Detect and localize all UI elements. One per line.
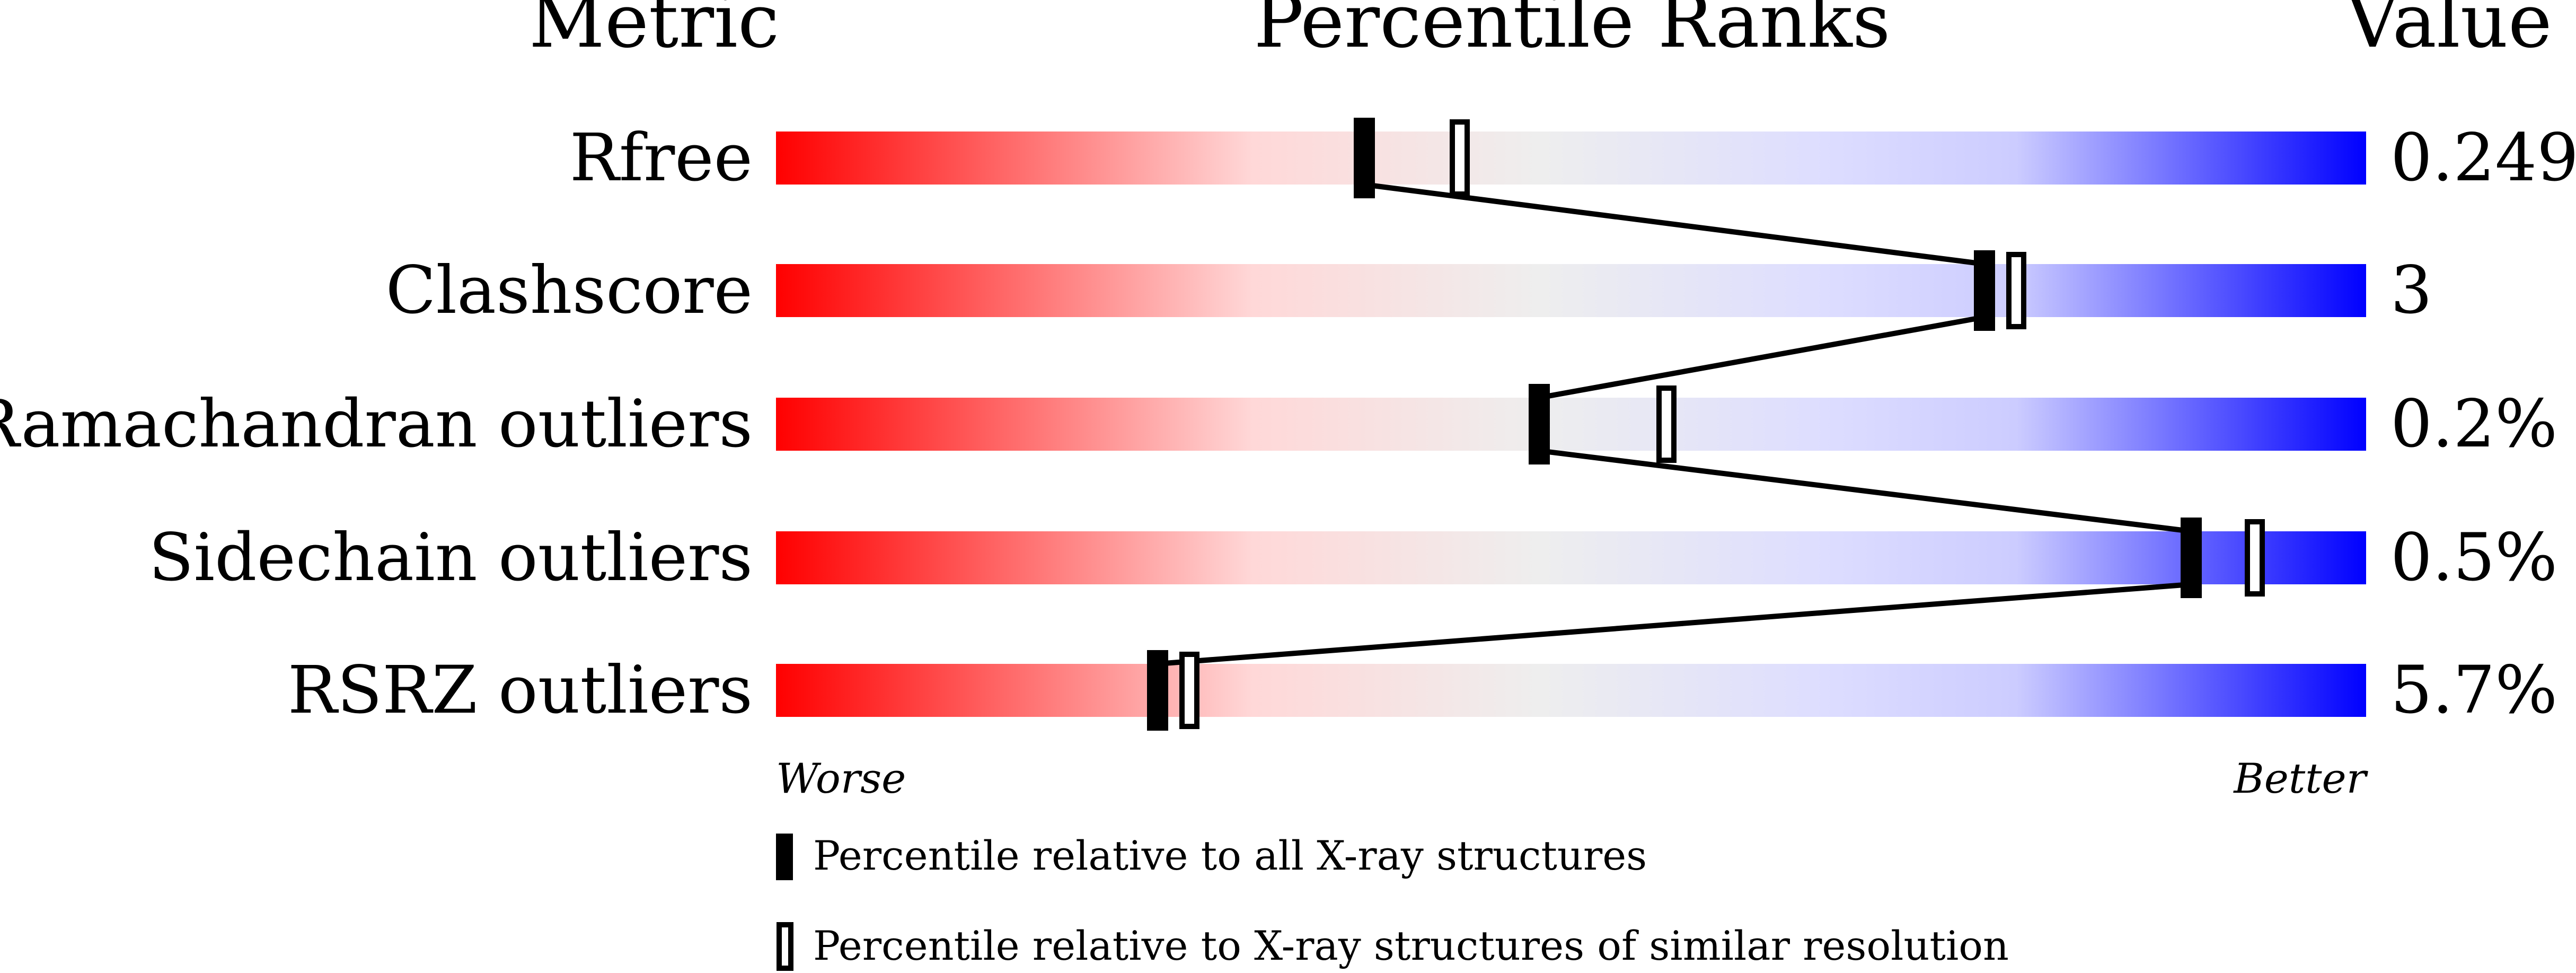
all-structures-marker	[2181, 518, 2202, 598]
connector-line	[1364, 182, 1985, 267]
legend-similar-label: Percentile relative to X-ray structures …	[813, 922, 2009, 969]
similar-resolution-marker	[1450, 119, 1470, 197]
all-structures-marker	[1529, 384, 1550, 464]
similar-resolution-marker	[1656, 385, 1677, 463]
axis-better-label: Better	[2233, 755, 2368, 803]
metric-value: 5.7%	[2390, 652, 2557, 729]
similar-resolution-marker	[2245, 519, 2265, 597]
all-structures-marker	[1147, 650, 1168, 731]
metric-label: Ramachandran outliers	[0, 386, 753, 462]
legend-filled-marker	[776, 834, 793, 880]
all-structures-marker	[1974, 250, 1995, 331]
metric-value: 3	[2390, 252, 2432, 329]
header-value: Value	[2344, 0, 2552, 65]
connector-line	[1539, 314, 1985, 400]
metric-label: RSRZ outliers	[288, 652, 753, 729]
connector-line	[1157, 582, 2192, 667]
metric-label: Sidechain outliers	[149, 520, 753, 596]
percentile-bar	[776, 398, 2366, 451]
all-structures-marker	[1354, 118, 1375, 198]
header-metric: Metric	[529, 0, 780, 65]
axis-worse-label: Worse	[776, 755, 906, 803]
percentile-bar	[776, 132, 2366, 185]
connector-line	[1539, 448, 2192, 534]
metric-value: 0.5%	[2390, 520, 2557, 596]
legend-all-label: Percentile relative to all X-ray structu…	[813, 832, 1647, 879]
similar-resolution-marker	[2006, 252, 2026, 329]
percentile-bar	[776, 264, 2366, 317]
percentile-bar	[776, 664, 2366, 717]
metric-label: Rfree	[570, 120, 753, 196]
legend-open-marker	[777, 922, 793, 971]
similar-resolution-marker	[1179, 652, 1199, 729]
metric-value: 0.249	[2390, 120, 2576, 196]
metric-label: Clashscore	[386, 252, 753, 329]
percentile-bar	[776, 531, 2366, 584]
metric-value: 0.2%	[2390, 386, 2557, 462]
header-percentile-ranks: Percentile Ranks	[1254, 0, 1890, 65]
